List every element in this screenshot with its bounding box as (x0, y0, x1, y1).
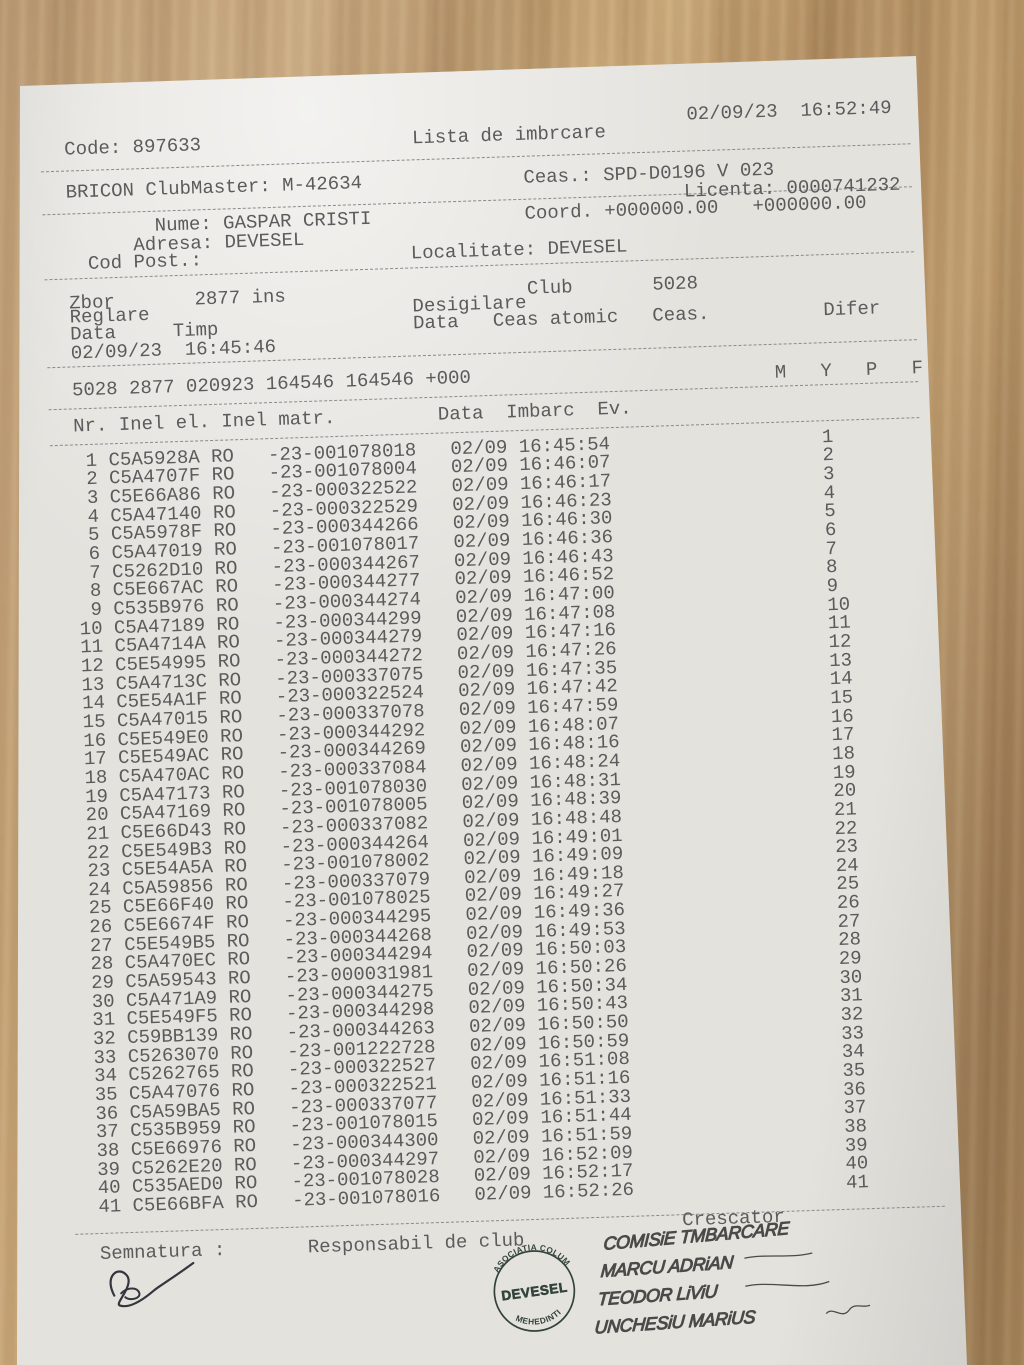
svg-text:UNCHESiU MARiUS: UNCHESiU MARiUS (594, 1307, 756, 1338)
svg-text:MARCU ADRiAN: MARCU ADRiAN (600, 1252, 735, 1281)
svg-text:DEVESEL: DEVESEL (500, 1280, 568, 1304)
svg-text:MEHEDINTI: MEHEDINTI (513, 1306, 564, 1329)
svg-text:TEODOR LiViU: TEODOR LiViU (597, 1281, 719, 1309)
